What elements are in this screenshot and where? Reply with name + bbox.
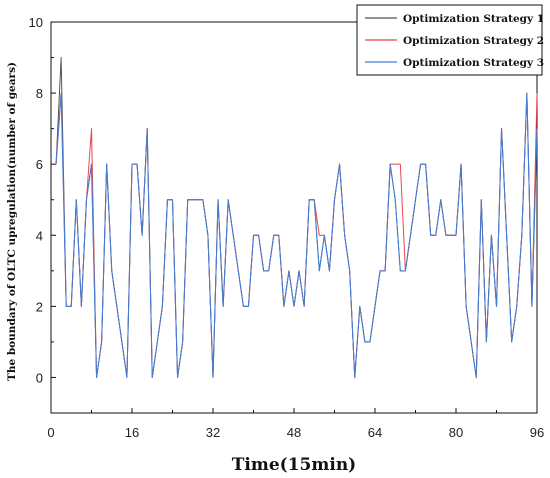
series-layer [55,57,538,378]
tick-labels: 0 16 32 48 64 80 96 0 2 4 6 8 10 [29,15,545,440]
legend-label-2: Optimization Strategy 2 [403,35,544,47]
y-tick-label: 4 [36,228,43,243]
legend-box [356,4,543,76]
axis-ticks [50,21,538,413]
x-tick-label: 48 [287,425,301,440]
y-tick-label: 0 [36,370,43,385]
legend-entries: Optimization Strategy 1 Optimization Stra… [365,13,544,69]
x-axis-label: Time(15min) [232,455,356,475]
x-tick-label: 16 [125,425,139,440]
x-tick-label: 96 [530,425,544,440]
x-tick-label: 32 [206,425,220,440]
y-axis-label: The boundary of OLTC upregulation(number… [6,62,18,381]
y-tick-label: 2 [36,299,43,314]
legend-label-1: Optimization Strategy 1 [403,13,544,25]
x-tick-label: 80 [449,425,463,440]
legend: Optimization Strategy 1 Optimization Stra… [356,4,544,76]
legend-label-3: Optimization Strategy 3 [403,57,544,69]
y-tick-label: 10 [29,15,43,30]
y-tick-label: 6 [36,157,43,172]
y-tick-label: 8 [36,86,43,101]
x-tick-label: 0 [47,425,54,440]
series-line-3 [55,92,538,378]
x-tick-label: 64 [368,425,382,440]
